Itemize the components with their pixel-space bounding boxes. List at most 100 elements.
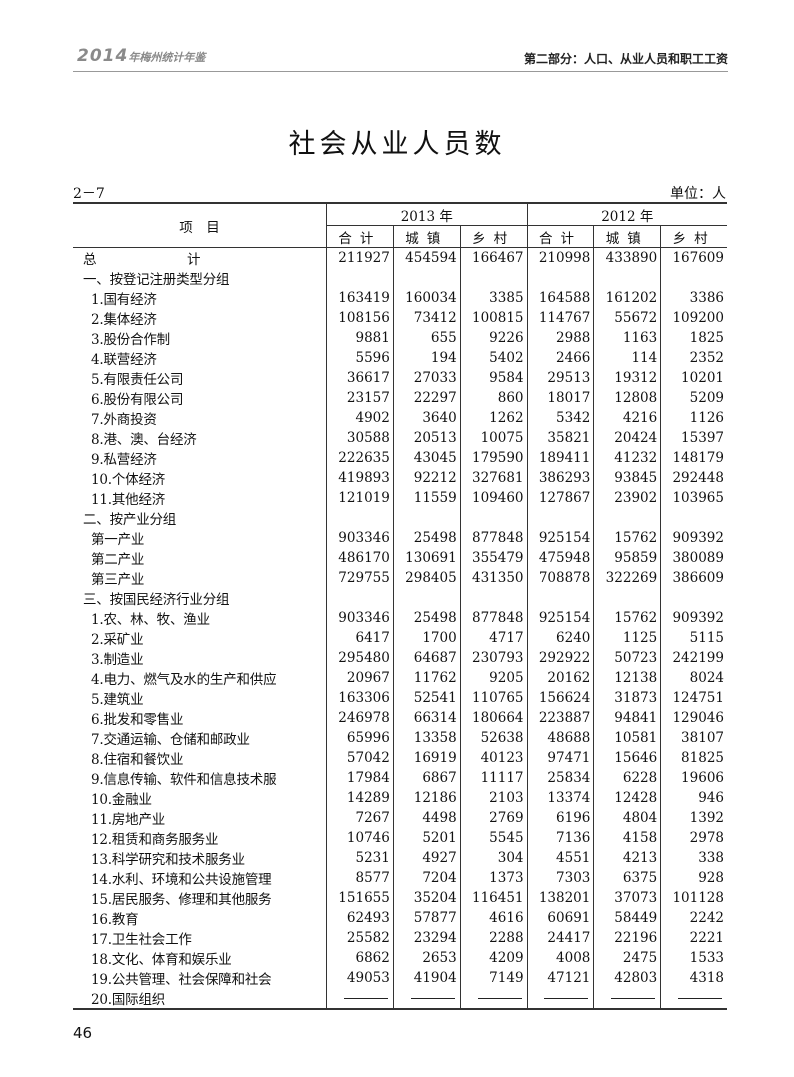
cell-value: 3386	[660, 288, 727, 308]
subheader-total-2013: 合计	[326, 225, 394, 248]
no-data-dash	[678, 998, 722, 999]
row-label: 总计	[73, 248, 327, 268]
cell-value: 8577	[326, 868, 394, 888]
cell-value: 5209	[660, 388, 727, 408]
cell-value: 22297	[392, 388, 461, 408]
cell-value: 25498	[392, 528, 461, 548]
cell-value: 15646	[593, 748, 661, 768]
row-label: 9.私营经济	[91, 452, 157, 468]
row-label: 第三产业	[91, 572, 145, 588]
cell-value: 210998	[526, 247, 594, 268]
cell-value: 5402	[459, 348, 528, 368]
cell-value	[593, 588, 661, 608]
cell-value: 242199	[660, 648, 727, 668]
cell-value: 81825	[660, 748, 727, 768]
cell-value: 4216	[593, 408, 661, 428]
cell-value: 4008	[526, 948, 594, 968]
row-label: 20.国际组织	[73, 988, 327, 1010]
row-label: 第一产业	[91, 532, 145, 548]
row-label: 14.水利、环境和公共设施管理	[91, 872, 272, 888]
table-row: 4.电力、燃气及水的生产和供应 20967 11762 9205 20162 12138 8…	[73, 668, 727, 688]
table-row: 20.国际组织	[73, 988, 727, 1010]
cell-value	[459, 268, 528, 288]
table-row: 17.卫生社会工作 25582 23294 2288 24417 22196 2221	[73, 928, 727, 948]
cell-value: 9205	[459, 668, 528, 688]
cell-value: 38107	[660, 728, 727, 748]
cell-value: 57877	[392, 908, 461, 928]
cell-value: 5545	[459, 828, 528, 848]
cell-value: 36617	[326, 368, 394, 388]
cell-value: 433890	[593, 247, 661, 268]
cell-value: 10075	[459, 428, 528, 448]
cell-value: 1373	[459, 868, 528, 888]
total-label-b: 计	[187, 252, 201, 268]
cell-value: 35821	[526, 428, 594, 448]
table-row: 一、按登记注册类型分组	[73, 268, 727, 288]
cell-value: 729755	[326, 568, 394, 588]
table-row: 三、按国民经济行业分组	[73, 588, 727, 608]
table-row: 6.批发和零售业 246978 66314 180664 223887 94841 1290…	[73, 708, 727, 728]
cell-value	[593, 988, 661, 1010]
header-divider	[73, 71, 728, 72]
cell-value: 64687	[392, 648, 461, 668]
cell-value: 4318	[660, 968, 727, 988]
table-row: 15.居民服务、修理和其他服务 151655 35204 116451 138201 37…	[73, 888, 727, 908]
row-label: 16.教育	[91, 912, 139, 928]
cell-value: 52638	[459, 728, 528, 748]
cell-value: 6228	[593, 768, 661, 788]
cell-value: 163419	[326, 288, 394, 308]
no-data-dash	[611, 998, 656, 999]
cell-value: 6375	[593, 868, 661, 888]
no-data-dash	[544, 998, 589, 999]
cell-value: 124751	[660, 688, 727, 708]
cell-value: 20424	[593, 428, 661, 448]
cell-value: 7267	[326, 808, 394, 828]
cell-value	[526, 268, 594, 288]
cell-value: 2103	[459, 788, 528, 808]
cell-value: 2475	[593, 948, 661, 968]
row-label: 3.股份合作制	[91, 332, 170, 348]
cell-value: 11762	[392, 668, 461, 688]
table-row: 6.股份有限公司 23157 22297 860 18017 12808 5209	[73, 388, 727, 408]
cell-value: 179590	[459, 448, 528, 468]
row-label: 12.租赁和商务服务业	[91, 832, 219, 848]
cell-value: 163306	[326, 688, 394, 708]
cell-value: 338	[660, 848, 727, 868]
cell-value: 877848	[459, 528, 528, 548]
cell-value: 37073	[593, 888, 661, 908]
cell-value	[660, 508, 727, 528]
cell-value: 12138	[593, 668, 661, 688]
cell-value	[593, 268, 661, 288]
cell-value: 386293	[526, 468, 594, 488]
cell-value: 877848	[459, 608, 528, 628]
table-row: 10.金融业 14289 12186 2103 13374 12428 946	[73, 788, 727, 808]
cell-value: 15762	[593, 528, 661, 548]
cell-value	[459, 508, 528, 528]
row-label: 三、按国民经济行业分组	[83, 592, 230, 608]
cell-value	[326, 988, 394, 1010]
table-row: 11.其他经济 121019 11559 109460 127867 23902 10396…	[73, 488, 727, 508]
cell-value	[660, 588, 727, 608]
cell-value: 31873	[593, 688, 661, 708]
table-row: 3.股份合作制 9881 655 9226 2988 1163 1825	[73, 328, 727, 348]
cell-value: 41232	[593, 448, 661, 468]
table-row: 16.教育 62493 57877 4616 60691 58449 2242	[73, 908, 727, 928]
page-title: 社会从业人员数	[288, 129, 506, 160]
cell-value: 9226	[459, 328, 528, 348]
table-row: 第二产业 486170 130691 355479 475948 95859 380089	[73, 548, 727, 568]
cell-value: 1392	[660, 808, 727, 828]
cell-value: 903346	[326, 608, 394, 628]
cell-value: 17984	[326, 768, 394, 788]
cell-value	[326, 268, 394, 288]
cell-value: 30588	[326, 428, 394, 448]
table-row-total: 总计 211927 454594 166467 210998 433890 16…	[73, 247, 727, 268]
cell-value: 23294	[392, 928, 461, 948]
cell-value: 43045	[392, 448, 461, 468]
cell-value: 6196	[526, 808, 594, 828]
row-label: 4.联营经济	[91, 352, 157, 368]
cell-value: 1700	[392, 628, 461, 648]
row-label: 10.个体经济	[91, 472, 166, 488]
cell-value	[526, 508, 594, 528]
cell-value: 66314	[392, 708, 461, 728]
no-data-dash	[343, 998, 388, 999]
